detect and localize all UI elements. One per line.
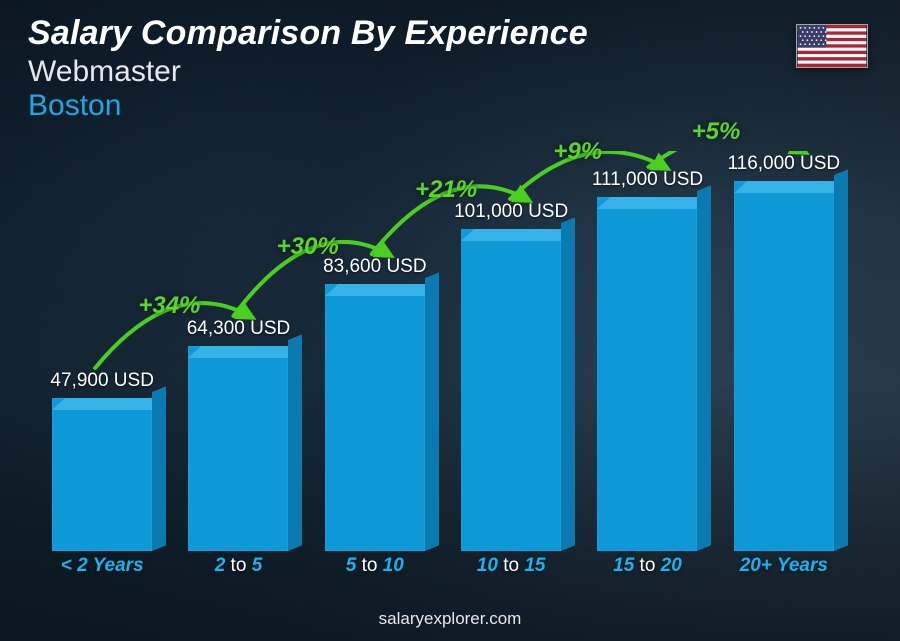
bar-value-label: 101,000 USD (454, 201, 568, 223)
category-label: 20+ Years (716, 555, 852, 581)
bar-slot: 101,000 USD (443, 201, 579, 551)
chart-location: Boston (28, 89, 588, 123)
bar-slot: 116,000 USD (716, 153, 852, 551)
bar-value-label: 116,000 USD (727, 153, 840, 175)
category-label: 2 to 5 (170, 555, 306, 581)
bar-value-label: 47,900 USD (50, 370, 154, 392)
bar (52, 398, 152, 551)
bars-container: 47,900 USD 64,300 USD 83,600 USD 101,000 US… (28, 151, 858, 551)
bar-chart: 47,900 USD 64,300 USD 83,600 USD 101,000 US… (28, 151, 858, 581)
chart-subtitle: Webmaster (28, 55, 588, 89)
growth-pct-label: +30% (277, 233, 339, 261)
bar-slot: 111,000 USD (579, 169, 715, 551)
bar (325, 284, 425, 551)
category-label: < 2 Years (34, 555, 170, 581)
growth-pct-label: +5% (692, 118, 741, 146)
bar (734, 181, 834, 551)
category-label: 5 to 10 (307, 555, 443, 581)
bar-slot: 64,300 USD (170, 318, 306, 551)
footer-credit: salaryexplorer.com (0, 609, 900, 629)
bar-slot: 47,900 USD (34, 370, 170, 551)
growth-pct-label: +21% (415, 176, 477, 204)
category-label: 15 to 20 (579, 555, 715, 581)
growth-pct-label: +9% (553, 138, 602, 166)
us-flag-icon (796, 24, 868, 68)
bar (597, 197, 697, 551)
bar-slot: 83,600 USD (307, 256, 443, 551)
bar-value-label: 64,300 USD (187, 318, 291, 340)
bar (188, 346, 288, 551)
infographic-stage: Salary Comparison By Experience Webmaste… (0, 0, 900, 641)
category-label: 10 to 15 (443, 555, 579, 581)
chart-title: Salary Comparison By Experience (28, 14, 588, 53)
title-block: Salary Comparison By Experience Webmaste… (28, 14, 588, 123)
bar (461, 229, 561, 551)
bar-value-label: 111,000 USD (592, 169, 703, 191)
growth-pct-label: +34% (138, 292, 200, 320)
categories-container: < 2 Years2 to 55 to 1010 to 1515 to 2020… (28, 555, 858, 581)
